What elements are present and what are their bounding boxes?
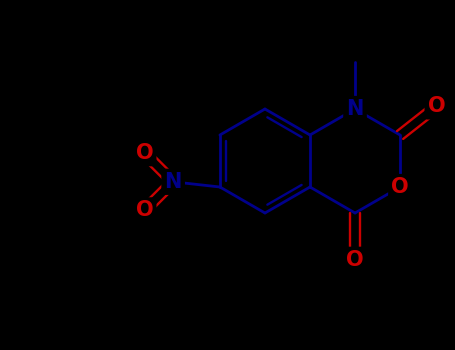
Text: N: N xyxy=(164,172,182,192)
Text: O: O xyxy=(136,201,153,220)
Text: O: O xyxy=(391,177,409,197)
Text: O: O xyxy=(136,143,153,163)
Text: O: O xyxy=(346,250,364,270)
Text: O: O xyxy=(428,96,445,117)
Text: N: N xyxy=(346,99,364,119)
